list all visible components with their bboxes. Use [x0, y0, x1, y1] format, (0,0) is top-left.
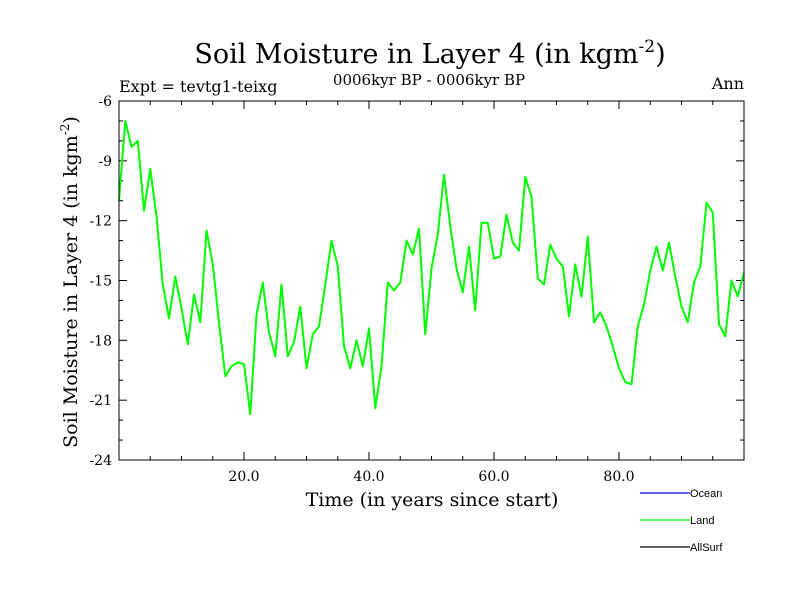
legend: Ocean Land AllSurf — [640, 488, 723, 554]
chart-title: Soil Moisture in Layer 4 (in kgm-2) — [194, 37, 665, 70]
plot-frame — [118, 100, 745, 461]
series-line-land — [118, 119, 745, 416]
x-tick-label: 60.0 — [478, 469, 509, 485]
y-tick-label: -9 — [98, 154, 112, 170]
y-tick-label: -12 — [89, 214, 112, 230]
legend-label-ocean: Ocean — [690, 488, 722, 500]
y-tick-label: -24 — [89, 453, 112, 469]
legend-label-allsurf: AllSurf — [690, 542, 723, 554]
x-tick-label: 40.0 — [353, 469, 384, 485]
y-axis-label: Soil Moisture in Layer 4 (in kgm-2) — [58, 116, 82, 448]
legend-label-land: Land — [690, 515, 714, 527]
experiment-label: Expt = tevtg1-teixg — [119, 77, 277, 96]
chart-subtitle: 0006kyr BP - 0006kyr BP — [333, 71, 525, 89]
y-tick-label: -21 — [89, 393, 112, 409]
y-tick-label: -15 — [89, 274, 112, 290]
series-layer — [118, 119, 745, 416]
x-tick-label: 20.0 — [228, 469, 259, 485]
y-tick-label: -6 — [98, 94, 112, 110]
y-tick-label: -18 — [89, 333, 112, 349]
x-tick-label: 80.0 — [603, 469, 634, 485]
period-label: Ann — [711, 74, 744, 93]
x-axis-label: Time (in years since start) — [306, 489, 559, 511]
